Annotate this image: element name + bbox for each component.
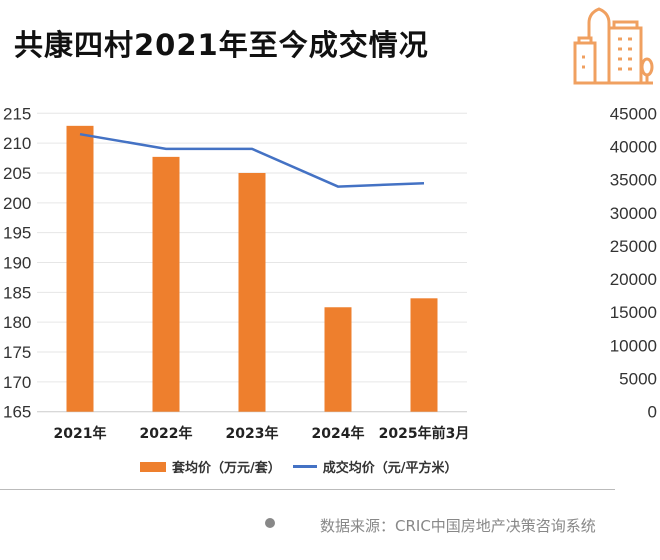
right-tick-label: 45000	[610, 104, 657, 123]
x-tick-label: 2022年	[140, 425, 193, 442]
bar	[239, 173, 266, 412]
bar	[67, 126, 94, 412]
chart: 165 170 175 180 185 190 195 200 205 210 215 0 5000 10…	[0, 0, 660, 450]
left-tick-label: 190	[3, 254, 31, 273]
legend: 套均价（万元/套） 成交均价（元/平方米）	[140, 457, 458, 476]
legend-bar-swatch	[140, 462, 166, 472]
left-tick-label: 185	[3, 283, 31, 302]
x-tick-label: 2025年前3月	[379, 425, 470, 442]
left-tick-label: 175	[3, 343, 31, 362]
right-tick-label: 40000	[610, 137, 657, 156]
left-tick-label: 215	[3, 104, 31, 123]
x-tick-label: 2023年	[226, 425, 279, 442]
left-tick-label: 165	[3, 403, 31, 422]
right-tick-label: 10000	[610, 336, 657, 355]
left-tick-label: 210	[3, 134, 31, 153]
legend-line-label: 成交均价（元/平方米）	[323, 457, 458, 476]
source-note: 数据来源：CRIC中国房地产决策咨询系统	[320, 515, 596, 536]
left-tick-label: 195	[3, 224, 31, 243]
right-tick-label: 20000	[610, 270, 657, 289]
right-tick-label: 30000	[610, 204, 657, 223]
bullet-icon	[265, 518, 275, 528]
right-tick-label: 5000	[619, 370, 657, 389]
right-tick-label: 35000	[610, 171, 657, 190]
bar	[411, 298, 438, 411]
right-tick-label: 0	[648, 403, 657, 422]
left-tick-label: 200	[3, 194, 31, 213]
bar	[153, 157, 180, 412]
legend-line-swatch	[293, 465, 317, 468]
left-tick-label: 205	[3, 164, 31, 183]
right-tick-label: 15000	[610, 303, 657, 322]
bar	[325, 307, 352, 411]
x-tick-label: 2024年	[312, 425, 365, 442]
legend-bar-label: 套均价（万元/套）	[172, 457, 281, 476]
x-tick-label: 2021年	[54, 425, 107, 442]
left-tick-label: 180	[3, 313, 31, 332]
divider	[0, 489, 615, 490]
right-tick-label: 25000	[610, 237, 657, 256]
left-tick-label: 170	[3, 373, 31, 392]
